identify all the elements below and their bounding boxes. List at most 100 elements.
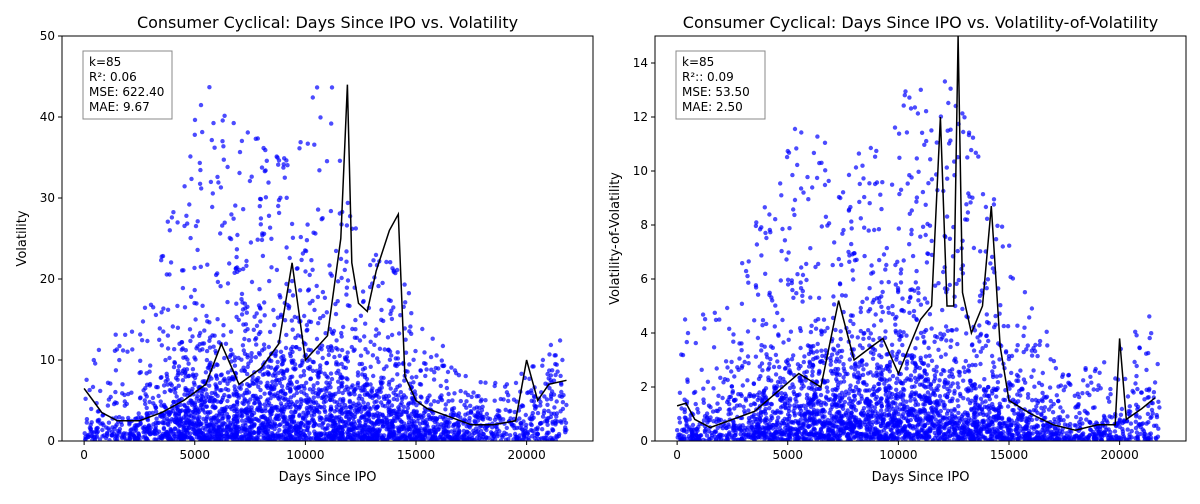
scatter-point [241, 307, 245, 311]
scatter-point [172, 347, 176, 351]
scatter-point [1040, 391, 1044, 395]
scatter-point [276, 360, 280, 364]
scatter-point [168, 427, 172, 431]
scatter-point [125, 402, 129, 406]
scatter-point [158, 326, 162, 330]
scatter-point [175, 394, 179, 398]
scatter-point [297, 146, 301, 150]
scatter-point [441, 344, 445, 348]
scatter-point [1001, 244, 1005, 248]
scatter-point [415, 413, 419, 417]
scatter-point [948, 345, 952, 349]
scatter-point [809, 330, 813, 334]
scatter-point [444, 402, 448, 406]
scatter-point [245, 311, 249, 315]
scatter-point [211, 121, 215, 125]
scatter-point [1021, 334, 1025, 338]
scatter-point [207, 339, 211, 343]
scatter-point [274, 383, 278, 387]
scatter-point [908, 398, 912, 402]
scatter-point [286, 383, 290, 387]
scatter-point [345, 223, 349, 227]
scatter-point [752, 381, 756, 385]
scatter-point [407, 425, 411, 429]
scatter-point [398, 403, 402, 407]
scatter-point [195, 394, 199, 398]
scatter-point [440, 358, 444, 362]
scatter-point [532, 403, 536, 407]
scatter-point [229, 212, 233, 216]
scatter-point [251, 394, 255, 398]
scatter-point [250, 175, 254, 179]
scatter-point [200, 399, 204, 403]
scatter-point [827, 179, 831, 183]
scatter-point [299, 374, 303, 378]
scatter-point [193, 357, 197, 361]
scatter-point [199, 103, 203, 107]
scatter-point [153, 404, 157, 408]
scatter-point [241, 366, 245, 370]
scatter-point [235, 418, 239, 422]
scatter-point [159, 376, 163, 380]
scatter-point [836, 344, 840, 348]
scatter-point [159, 399, 163, 403]
scatter-point [924, 109, 928, 113]
scatter-point [247, 408, 251, 412]
scatter-point [347, 432, 351, 436]
scatter-point [315, 284, 319, 288]
scatter-point [237, 385, 241, 389]
scatter-point [938, 394, 942, 398]
scatter-point [210, 405, 214, 409]
scatter-point [279, 401, 283, 405]
scatter-point [381, 413, 385, 417]
scatter-point [273, 417, 277, 421]
scatter-point [297, 414, 301, 418]
scatter-point [128, 428, 132, 432]
scatter-point [169, 260, 173, 264]
scatter-point [307, 319, 311, 323]
scatter-point [407, 329, 411, 333]
scatter-point [114, 333, 118, 337]
scatter-point [239, 414, 243, 418]
scatter-point [226, 394, 230, 398]
scatter-point [499, 438, 503, 442]
scatter-point [257, 287, 261, 291]
scatter-point [167, 432, 171, 436]
scatter-point [741, 383, 745, 387]
scatter-point [383, 347, 387, 351]
scatter-point [252, 423, 256, 427]
stats-line: MSE: 622.40 [89, 85, 164, 99]
scatter-point [735, 404, 739, 408]
scatter-point [267, 434, 271, 438]
scatter-point [278, 295, 282, 299]
scatter-point [520, 403, 524, 407]
scatter-point [235, 399, 239, 403]
scatter-point [848, 357, 852, 361]
scatter-point [871, 338, 875, 342]
scatter-point [817, 296, 821, 300]
scatter-point [306, 142, 310, 146]
scatter-point [394, 356, 398, 360]
scatter-point [221, 333, 225, 337]
scatter-point [210, 391, 214, 395]
scatter-point [499, 397, 503, 401]
scatter-point [926, 363, 930, 367]
scatter-point [379, 379, 383, 383]
scatter-point [506, 399, 510, 403]
scatter-point [524, 413, 528, 417]
scatter-point [990, 354, 994, 358]
scatter-point [490, 425, 494, 429]
scatter-point [379, 376, 383, 380]
scatter-point [303, 248, 307, 252]
scatter-point [930, 359, 934, 363]
scatter-point [198, 182, 202, 186]
scatter-point [839, 355, 843, 359]
scatter-point [388, 312, 392, 316]
scatter-point [312, 395, 316, 399]
scatter-point [563, 425, 567, 429]
scatter-point [220, 372, 224, 376]
scatter-point [359, 354, 363, 358]
scatter-point [555, 411, 559, 415]
scatter-point [220, 139, 224, 143]
